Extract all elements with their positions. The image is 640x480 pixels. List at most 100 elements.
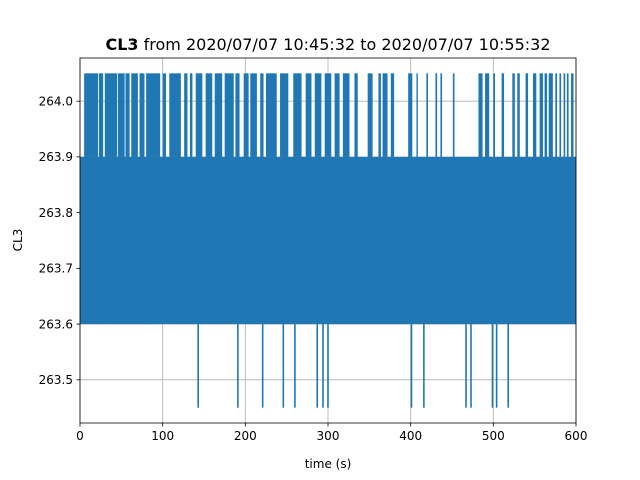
series-high-spike-5 — [131, 73, 138, 157]
series-high-spike-12 — [195, 73, 203, 157]
series-high-spike-8 — [162, 73, 166, 157]
series-high-spike-16 — [235, 73, 240, 157]
series-high-spike-34 — [416, 73, 418, 157]
x-axis: 0 100 200 300 400 500 600 — [76, 423, 587, 443]
series-mid-extension-11 — [205, 240, 208, 325]
series-high-spike-30 — [378, 73, 381, 157]
x-tick-label-5: 500 — [482, 429, 505, 443]
chart-title-bold: CL3 — [105, 35, 138, 54]
y-tick-label-3: 263.8 — [39, 206, 73, 220]
series-high-spike-18 — [250, 73, 257, 157]
y-tick-label-0: 263.5 — [39, 373, 73, 387]
series-mid-extension-6 — [158, 240, 161, 325]
series-high-spike-17 — [243, 73, 249, 157]
series-mid-extension-13 — [286, 240, 289, 325]
series-high-spike-53 — [566, 73, 569, 157]
x-axis-label: time (s) — [305, 457, 352, 471]
series-mid-extension-5 — [143, 240, 150, 325]
series-low-spike-8 — [410, 324, 413, 408]
series-high-spike-46 — [533, 73, 537, 157]
series-mid-extension-0 — [94, 240, 97, 325]
series-high-spike-45 — [525, 73, 529, 157]
series-mid-extension-8 — [180, 240, 182, 325]
series-high-spike-38 — [452, 73, 455, 157]
series-high-spike-47 — [539, 73, 543, 157]
series-low-spike-11 — [470, 324, 472, 408]
series-high-spike-10 — [184, 73, 188, 157]
series-high-spike-14 — [214, 73, 223, 157]
series-high-spike-29 — [367, 73, 373, 157]
series-high-spike-1 — [99, 73, 104, 157]
series-high-spike-9 — [169, 73, 181, 157]
series-high-spike-42 — [501, 73, 505, 157]
series-low-spike-14 — [507, 324, 509, 408]
y-tick-label-2: 263.7 — [39, 262, 73, 276]
series-low-spike-12 — [491, 324, 494, 408]
series-high-spike-33 — [408, 73, 413, 157]
series-low-spike-4 — [294, 324, 296, 408]
series-high-spike-3 — [118, 73, 125, 157]
y-axis: 263.5 263.6 263.7 263.8 263.9 264.0 — [39, 94, 80, 387]
series-high-spike-27 — [342, 73, 350, 157]
y-tick-label-1: 263.6 — [39, 317, 73, 331]
series-high-spike-20 — [266, 73, 277, 157]
y-tick-label-5: 264.0 — [39, 94, 73, 108]
series-low-spike-13 — [495, 324, 498, 408]
series-mid-extension-2 — [108, 240, 114, 325]
series-high-spike-52 — [563, 73, 566, 157]
series-low-spike-7 — [327, 324, 329, 408]
series-low-spike-1 — [237, 324, 239, 408]
x-tick-label-0: 0 — [76, 429, 84, 443]
series-high-spike-41 — [493, 73, 495, 157]
series-mid-extension-4 — [132, 240, 135, 325]
x-tick-label-2: 200 — [234, 429, 257, 443]
series-high-spike-4 — [125, 73, 130, 157]
data-series — [80, 73, 576, 408]
series-low-spike-6 — [322, 324, 324, 408]
series-high-spike-39 — [478, 73, 483, 157]
series-high-spike-44 — [517, 73, 520, 157]
x-tick-label-1: 100 — [151, 429, 174, 443]
series-high-spike-7 — [146, 73, 161, 157]
series-high-spike-51 — [559, 73, 562, 157]
series-high-spike-50 — [555, 73, 557, 157]
series-high-spike-25 — [324, 73, 332, 157]
series-high-spike-31 — [382, 73, 388, 157]
series-high-spike-48 — [544, 73, 548, 157]
series-high-spike-22 — [293, 73, 302, 157]
x-tick-label-6: 600 — [565, 429, 588, 443]
series-low-spike-0 — [197, 324, 199, 408]
series-low-spike-3 — [282, 324, 285, 408]
series-low-spike-5 — [316, 324, 319, 408]
series-low-spike-9 — [423, 324, 425, 408]
series-high-spike-26 — [334, 73, 340, 157]
series-high-spike-11 — [189, 73, 193, 157]
x-tick-label-3: 300 — [317, 429, 340, 443]
series-high-spike-35 — [426, 73, 429, 157]
series-mid-extension-7 — [173, 240, 176, 325]
series-mid-extension-1 — [101, 240, 104, 325]
x-tick-label-4: 400 — [399, 429, 422, 443]
y-axis-label: CL3 — [11, 229, 25, 252]
chart-title-rest: from 2020/07/07 10:45:32 to 2020/07/07 1… — [139, 35, 551, 54]
series-mid-extension-9 — [192, 240, 195, 325]
series-high-spike-13 — [205, 73, 213, 157]
series-mid-extension-12 — [269, 240, 271, 325]
series-mid-extension-3 — [124, 240, 127, 325]
series-low-spike-10 — [465, 324, 467, 408]
series-high-spike-36 — [435, 73, 438, 157]
y-tick-label-4: 263.9 — [39, 150, 73, 164]
series-high-spike-0 — [84, 73, 99, 157]
series-high-spike-15 — [224, 73, 234, 157]
series-high-spike-43 — [512, 73, 515, 157]
series-high-spike-24 — [314, 73, 322, 157]
series-high-spike-6 — [139, 73, 145, 157]
series-high-spike-23 — [305, 73, 312, 157]
series-band — [80, 156, 576, 325]
series-high-spike-49 — [548, 73, 553, 157]
series-high-spike-37 — [440, 73, 443, 157]
series-mid-extension-10 — [200, 240, 202, 325]
series-high-spike-28 — [354, 73, 358, 157]
chart-title: CL3 from 2020/07/07 10:45:32 to 2020/07/… — [105, 35, 550, 54]
